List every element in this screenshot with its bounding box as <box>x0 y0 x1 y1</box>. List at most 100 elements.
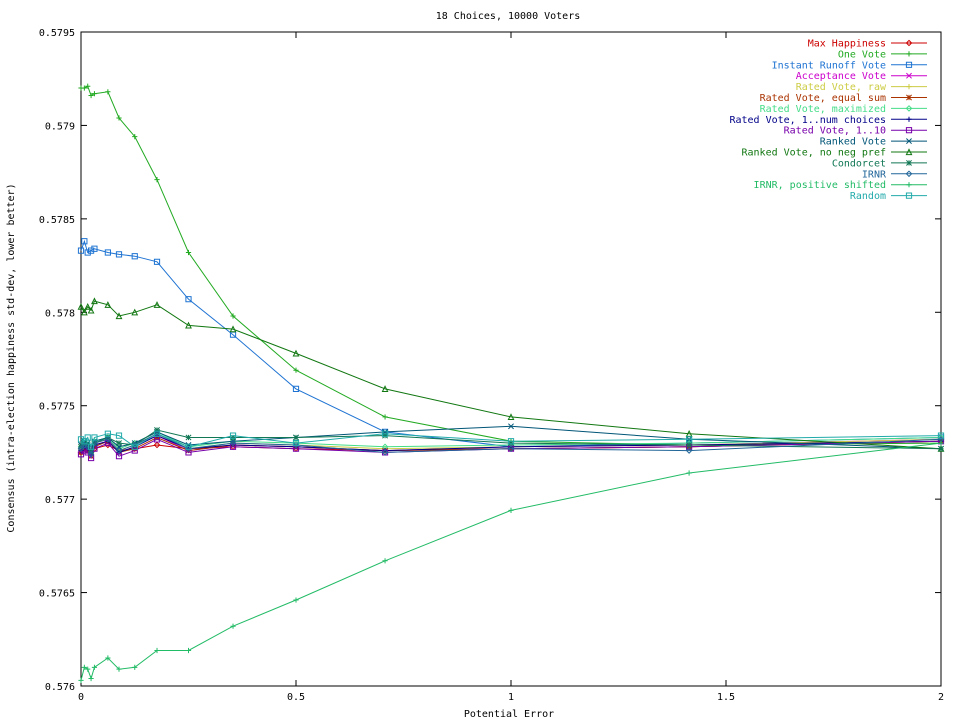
series-layer <box>77 83 945 683</box>
data-point-irnr <box>185 445 192 452</box>
data-point-random <box>686 436 693 443</box>
data-point-irnr <box>381 449 389 456</box>
data-point-irnr <box>87 450 95 458</box>
data-point-irnr-positive-shifted <box>230 623 236 629</box>
legend-marker-rated-vote-1-10 <box>905 127 913 134</box>
series-line-irnr-positive-shifted <box>80 442 942 681</box>
data-point-ranked-vote-no-neg-pref <box>77 302 85 310</box>
legend-marker-irnr <box>905 170 913 178</box>
data-point-random <box>937 432 945 439</box>
series-random <box>77 430 945 450</box>
data-point-random <box>131 443 138 450</box>
x-tick-label: 0.5 <box>287 692 305 703</box>
data-point-ranked-vote <box>508 423 514 430</box>
y-tick-label: 0.576 <box>45 682 75 693</box>
y-tick-label: 0.577 <box>45 495 75 506</box>
data-point-irnr-positive-shifted <box>81 664 87 670</box>
legend-label-random: Random <box>850 191 886 202</box>
y-tick-label: 0.5795 <box>39 28 75 39</box>
chart-title: 18 Choices, 10000 Voters <box>436 11 581 22</box>
data-point-condorcet <box>81 440 88 447</box>
data-point-irnr <box>84 443 92 451</box>
data-point-one-vote <box>116 115 122 121</box>
data-point-condorcet <box>382 432 389 439</box>
legend-label-rated-vote-maximized: Rated Vote, maximized <box>760 104 886 115</box>
data-point-max-happiness <box>153 441 161 449</box>
legend-marker-acceptance-vote <box>906 72 912 79</box>
data-point-ranked-vote-no-neg-pref <box>292 349 300 357</box>
legend-label-rated-vote-equal-sum: Rated Vote, equal sum <box>760 93 886 104</box>
data-point-one-vote <box>185 249 192 256</box>
data-point-one-vote <box>382 414 388 420</box>
data-point-ranked-vote-no-neg-pref <box>115 312 123 320</box>
x-tick-label: 1 <box>508 692 514 703</box>
series-line-condorcet <box>80 429 942 454</box>
data-point-one-vote <box>230 313 236 319</box>
series-line-one-vote <box>81 85 942 446</box>
data-point-irnr <box>229 439 237 447</box>
data-point-irnr <box>104 436 112 443</box>
data-point-ranked-vote-no-neg-pref <box>80 308 88 316</box>
data-point-random <box>381 430 389 437</box>
data-point-instant-runoff-vote <box>131 253 138 260</box>
data-point-condorcet <box>293 434 299 441</box>
data-point-ranked-vote-no-neg-pref <box>153 301 161 308</box>
data-point-one-vote <box>81 85 87 91</box>
legend-marker-rated-vote-1-num-choices <box>906 116 912 122</box>
legend-label-acceptance-vote: Acceptance Vote <box>796 71 886 82</box>
legend-marker-rated-vote-raw <box>906 84 912 90</box>
x-axis-label: Potential Error <box>464 709 554 720</box>
data-point-instant-runoff-vote <box>185 296 192 303</box>
data-point-ranked-vote-no-neg-pref <box>87 306 95 314</box>
data-point-irnr <box>115 447 123 454</box>
y-tick-label: 0.579 <box>45 121 75 132</box>
data-point-one-vote <box>132 134 138 140</box>
legend-label-instant-runoff-vote: Instant Runoff Vote <box>772 60 886 71</box>
data-point-irnr-positive-shifted <box>132 664 138 670</box>
series-instant-runoff-vote <box>77 238 945 450</box>
legend-label-ranked-vote: Ranked Vote <box>820 137 886 148</box>
data-point-ranked-vote-no-neg-pref <box>84 302 92 310</box>
legend-label-rated-vote-1-num-choices: Rated Vote, 1..num choices <box>729 115 886 126</box>
legend-marker-one-vote <box>906 51 912 57</box>
legend-label-max-happiness: Max Happiness <box>808 39 886 50</box>
data-point-instant-runoff-vote <box>153 258 161 265</box>
series-line-irnr <box>80 433 942 456</box>
series-irnr <box>77 430 945 458</box>
legend-label-rated-vote-1-10: Rated Vote, 1..10 <box>784 126 886 137</box>
data-point-condorcet <box>78 443 84 450</box>
data-point-random <box>229 432 237 439</box>
data-point-irnr <box>292 441 300 449</box>
series-ranked-vote-no-neg-pref <box>77 297 945 452</box>
data-point-irnr-positive-shifted <box>88 675 94 682</box>
data-point-one-vote <box>88 92 94 99</box>
data-point-instant-runoff-vote <box>91 245 98 252</box>
legend-label-rated-vote-raw: Rated Vote, raw <box>796 82 887 93</box>
x-tick-label: 2 <box>938 692 944 703</box>
y-tick-label: 0.5785 <box>39 215 75 226</box>
data-point-condorcet <box>508 440 514 447</box>
data-point-irnr-positive-shifted <box>686 470 692 476</box>
data-point-ranked-vote-no-neg-pref <box>381 385 389 392</box>
data-point-irnr <box>685 447 693 454</box>
data-point-condorcet <box>116 440 122 447</box>
legend-marker-max-happiness <box>905 39 913 47</box>
data-point-one-vote <box>105 89 111 95</box>
data-point-irnr-positive-shifted <box>293 597 299 603</box>
legend-label-irnr: IRNR <box>862 169 887 180</box>
legend-label-ranked-vote-no-neg-pref: Ranked Vote, no neg pref <box>742 148 887 159</box>
data-point-condorcet <box>154 427 160 433</box>
data-point-rated-vote-1-10 <box>81 447 88 454</box>
legend-label-condorcet: Condorcet <box>832 158 886 169</box>
data-point-irnr-positive-shifted <box>105 655 111 661</box>
data-point-condorcet <box>938 445 944 452</box>
data-point-random <box>104 430 111 437</box>
legend-marker-ranked-vote <box>906 138 912 145</box>
data-point-condorcet <box>88 449 95 456</box>
legend-marker-rated-vote-maximized <box>905 105 913 112</box>
data-point-instant-runoff-vote <box>292 385 300 392</box>
data-point-instant-runoff-vote <box>81 238 88 245</box>
data-point-ranked-vote-no-neg-pref <box>185 321 192 329</box>
